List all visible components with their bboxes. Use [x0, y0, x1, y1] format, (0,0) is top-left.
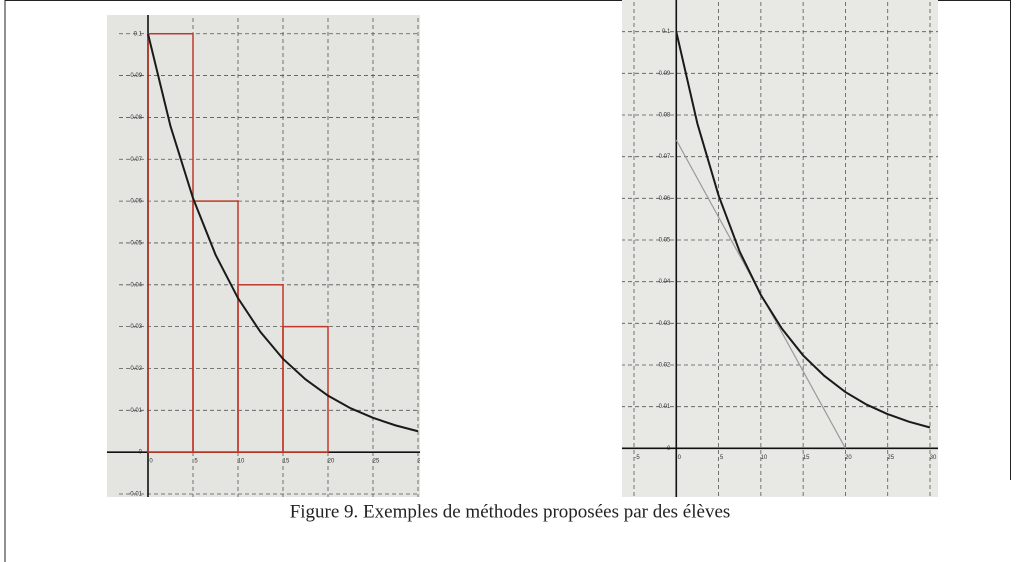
y-tick-label: 0.08	[130, 115, 142, 121]
y-tick-label: 0.07	[659, 154, 671, 160]
y-tick-label: 0.1	[134, 31, 143, 37]
y-tick-label: 0.04	[130, 282, 142, 288]
x-tick-label: -5	[634, 455, 640, 461]
y-tick-label: 0.03	[130, 324, 142, 330]
y-tick-label: 0.09	[659, 71, 671, 77]
y-tick-label: 0.01	[130, 408, 142, 414]
y-tick-label: 0.05	[659, 238, 671, 244]
y-tick-label: 0.03	[659, 321, 671, 327]
y-tick-label: 0.09	[130, 73, 142, 79]
y-tick-label: -0.01	[128, 492, 142, 498]
y-tick-label: 0.05	[130, 241, 142, 247]
x-tick-label: 30	[418, 459, 425, 465]
caption: Figure 9. Exemples de méthodes proposées…	[290, 501, 731, 522]
y-tick-label: 0.02	[130, 366, 142, 372]
x-tick-label: 10	[761, 455, 768, 461]
y-tick-label: 0.06	[130, 199, 142, 205]
y-tick-label: 0.02	[659, 363, 671, 369]
x-tick-label: 30	[930, 455, 937, 461]
x-tick-label: 10	[238, 459, 245, 465]
x-tick-label: 20	[845, 455, 852, 461]
y-tick-label: 0.01	[659, 404, 671, 410]
y-tick-label: 0.06	[659, 196, 671, 202]
y-tick-label: 0.08	[659, 113, 671, 119]
x-tick-label: 15	[803, 455, 810, 461]
y-tick-label: 0.04	[659, 279, 671, 285]
y-tick-label: 0.07	[130, 157, 142, 163]
x-tick-label: 25	[887, 455, 894, 461]
x-tick-label: 20	[328, 459, 335, 465]
x-tick-label: 15	[283, 459, 290, 465]
x-tick-label: 25	[373, 459, 380, 465]
figure: -0.0100.010.020.030.040.050.060.070.080.…	[0, 0, 1016, 562]
y-tick-label: 0.1	[662, 29, 671, 35]
